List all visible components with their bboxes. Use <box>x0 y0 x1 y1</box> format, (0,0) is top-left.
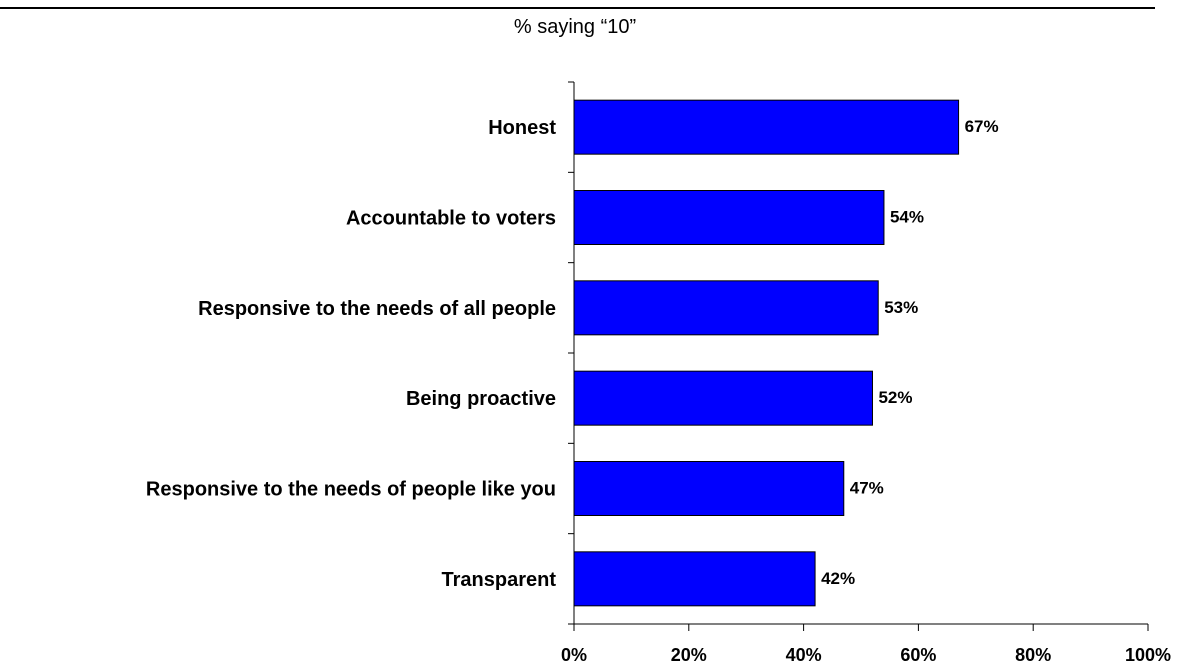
category-label-0: Honest <box>488 117 556 139</box>
category-label-2: Responsive to the needs of all people <box>198 298 556 320</box>
x-tick-label-5: 100% <box>1125 645 1171 664</box>
axes-layer <box>568 81 1149 631</box>
bar-3 <box>573 370 873 426</box>
data-label-3: 52% <box>878 388 912 407</box>
bar-2 <box>573 280 879 336</box>
labels-layer: Honest 67% Accountable to voters 54% Respons… <box>146 117 1171 664</box>
chart-subtitle: % saying “10” <box>514 16 636 38</box>
x-tick-label-3: 60% <box>900 645 936 664</box>
x-tick-label-1: 20% <box>671 645 707 664</box>
bar-1 <box>573 190 885 245</box>
data-label-4: 47% <box>850 479 884 498</box>
data-label-2: 53% <box>884 298 918 317</box>
bars-layer <box>573 99 960 607</box>
bar-5 <box>573 551 816 607</box>
x-tick-label-2: 40% <box>786 645 822 664</box>
category-label-5: Transparent <box>442 569 557 591</box>
category-label-3: Being proactive <box>406 388 556 410</box>
x-tick-label-0: 0% <box>561 645 587 664</box>
category-label-1: Accountable to voters <box>346 208 556 230</box>
data-label-5: 42% <box>821 569 855 588</box>
x-tick-label-4: 80% <box>1015 645 1051 664</box>
category-label-4: Responsive to the needs of people like y… <box>146 479 556 501</box>
data-label-1: 54% <box>890 208 924 227</box>
bar-4 <box>573 461 845 516</box>
bar-0 <box>573 99 960 155</box>
data-label-0: 67% <box>965 117 999 136</box>
